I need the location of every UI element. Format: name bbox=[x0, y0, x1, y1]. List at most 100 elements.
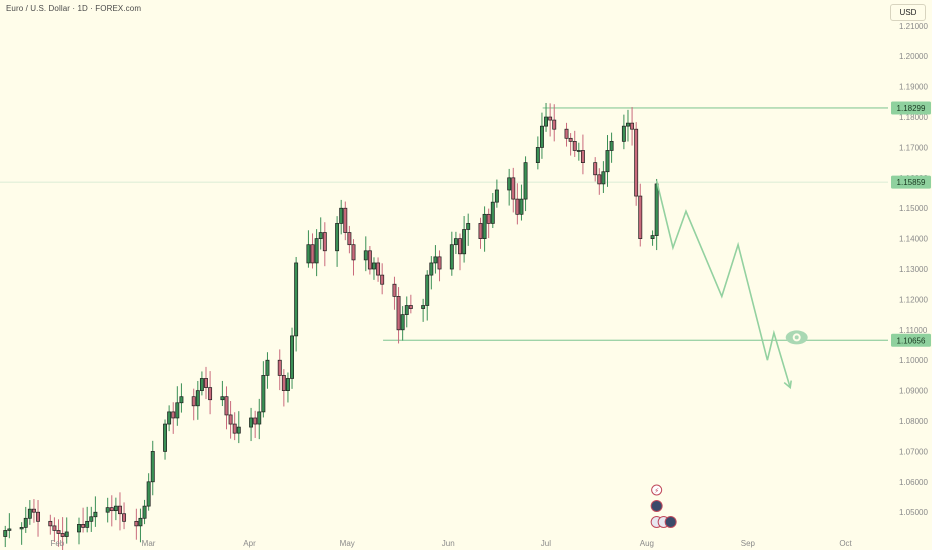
bull-candle bbox=[179, 396, 184, 404]
bull-candle bbox=[199, 378, 204, 391]
bull-candle bbox=[433, 256, 438, 264]
bull-candle bbox=[605, 150, 610, 173]
bear-candle bbox=[367, 250, 372, 270]
bull-candle bbox=[175, 402, 180, 419]
bull-candle bbox=[163, 423, 167, 452]
time-axis: FebMarAprMayJunJulAugSepOctNovDec bbox=[50, 539, 852, 548]
bull-candle bbox=[621, 125, 626, 142]
bull-candle bbox=[77, 524, 81, 533]
x-tick-label: Jul bbox=[541, 539, 551, 548]
bull-candle bbox=[85, 520, 90, 528]
bear-candle bbox=[228, 414, 233, 425]
bear-candle bbox=[277, 359, 282, 376]
y-tick-label: 1.17000 bbox=[899, 143, 928, 152]
bear-candle bbox=[396, 296, 401, 331]
projection-path bbox=[655, 180, 792, 390]
bear-candle bbox=[171, 411, 176, 419]
bear-candle bbox=[60, 533, 65, 537]
bear-candle bbox=[48, 520, 53, 527]
level-lines bbox=[0, 107, 888, 341]
bull-candle bbox=[372, 262, 376, 270]
projection-arrowhead bbox=[783, 380, 792, 390]
bear-candle bbox=[109, 507, 114, 512]
bull-candle bbox=[290, 335, 294, 379]
y-tick-label: 1.05000 bbox=[899, 508, 928, 517]
y-tick-label: 1.06000 bbox=[899, 478, 928, 487]
bull-candle bbox=[429, 262, 434, 276]
x-tick-label: Sep bbox=[741, 539, 756, 548]
bull-candle bbox=[314, 238, 319, 264]
bull-candle bbox=[236, 426, 241, 434]
bear-candle bbox=[597, 174, 602, 185]
y-tick-label: 1.13000 bbox=[899, 265, 928, 274]
bear-candle bbox=[552, 119, 557, 130]
bull-candle bbox=[105, 507, 110, 513]
bull-candle bbox=[544, 116, 548, 127]
bull-candle bbox=[265, 359, 270, 376]
bull-candle bbox=[285, 378, 290, 391]
bull-candle bbox=[64, 531, 69, 537]
resistance-price-tag bbox=[891, 101, 931, 115]
bull-candle bbox=[113, 505, 118, 512]
bull-candle bbox=[339, 207, 344, 224]
bear-candle bbox=[376, 262, 381, 276]
price-labels: 1.18299 1.15859 1.10656 bbox=[891, 101, 931, 347]
bull-candle bbox=[449, 244, 454, 270]
bull-candle bbox=[462, 229, 467, 255]
bear-candle bbox=[224, 396, 229, 416]
bull-candle bbox=[23, 517, 28, 528]
chart-title: Euro / U.S. Dollar · 1D · FOREX.com bbox=[6, 4, 142, 13]
event-icons[interactable]: ⚡ bbox=[650, 484, 677, 528]
bull-candle bbox=[400, 314, 405, 331]
eye-icon[interactable] bbox=[785, 330, 808, 345]
bear-candle bbox=[478, 223, 483, 239]
bull-candle bbox=[363, 250, 368, 261]
x-tick-label: Mar bbox=[142, 539, 156, 548]
y-tick-label: 1.15000 bbox=[899, 204, 928, 213]
current-price-tag bbox=[891, 175, 931, 189]
bull-candle bbox=[257, 411, 262, 425]
bull-candle bbox=[261, 375, 266, 413]
price-axis: 1.210001.200001.190001.180001.170001.160… bbox=[899, 22, 928, 517]
bull-candle bbox=[150, 451, 155, 483]
flag-icon-gb bbox=[664, 516, 677, 528]
current-price-label: 1.15859 bbox=[897, 178, 926, 187]
bull-candle bbox=[142, 505, 147, 519]
x-tick-label: Feb bbox=[50, 539, 64, 548]
bull-candle bbox=[519, 198, 524, 215]
bear-candle bbox=[347, 232, 352, 246]
bear-candle bbox=[31, 508, 36, 513]
bull-candle bbox=[19, 527, 24, 530]
projection-line bbox=[655, 180, 791, 388]
bear-candle bbox=[593, 162, 598, 176]
bull-candle bbox=[490, 201, 495, 224]
bull-candle bbox=[306, 244, 311, 264]
y-tick-label: 1.21000 bbox=[899, 22, 928, 31]
bear-candle bbox=[458, 238, 462, 255]
bear-candle bbox=[81, 524, 86, 528]
bear-candle bbox=[630, 122, 635, 130]
bear-candle bbox=[253, 417, 258, 425]
bear-candle bbox=[310, 244, 315, 264]
x-tick-label: Oct bbox=[839, 539, 852, 548]
bear-candle bbox=[392, 283, 397, 297]
bear-candle bbox=[572, 140, 577, 151]
bull-candle bbox=[167, 411, 172, 425]
bull-candle bbox=[318, 232, 323, 239]
bull-candle bbox=[539, 125, 544, 148]
currency-button[interactable]: USD bbox=[890, 4, 926, 21]
bear-candle bbox=[548, 116, 553, 121]
bull-candle bbox=[453, 238, 458, 246]
bear-candle bbox=[232, 423, 237, 434]
bear-candle bbox=[36, 511, 40, 522]
x-tick-label: Jun bbox=[442, 539, 455, 548]
y-tick-label: 1.09000 bbox=[899, 387, 928, 396]
bull-candle bbox=[650, 235, 655, 239]
bull-candle bbox=[294, 262, 299, 337]
bear-candle bbox=[486, 213, 491, 224]
bear-candle bbox=[380, 274, 385, 285]
bull-candle bbox=[507, 177, 512, 191]
bull-candle bbox=[466, 223, 471, 230]
